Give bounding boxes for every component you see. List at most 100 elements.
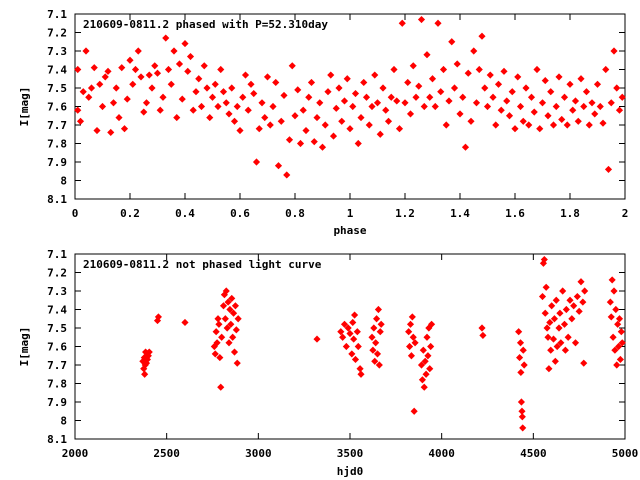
data-point bbox=[318, 143, 327, 151]
data-point bbox=[427, 342, 435, 351]
data-point bbox=[175, 60, 184, 68]
y-tick-label: 7.2 bbox=[47, 27, 67, 40]
data-point bbox=[417, 15, 426, 24]
data-point bbox=[517, 368, 525, 376]
data-point bbox=[313, 335, 321, 343]
y-tick-label: 7.6 bbox=[47, 101, 67, 114]
y-tick-label: 7.1 bbox=[47, 8, 67, 21]
data-point bbox=[420, 102, 428, 111]
data-point bbox=[373, 315, 381, 323]
data-point bbox=[250, 89, 258, 98]
data-point bbox=[581, 287, 589, 295]
data-point bbox=[519, 117, 527, 125]
data-point bbox=[354, 342, 362, 351]
data-point bbox=[561, 346, 569, 354]
data-point bbox=[357, 114, 365, 122]
data-point bbox=[241, 71, 250, 79]
data-point bbox=[145, 71, 153, 79]
unphased-light-curve-panel: 2000 2500 3000 3500 4000 4500 5000 7.1 7.2 7.3 7.4… bbox=[18, 248, 638, 478]
data-point bbox=[434, 19, 442, 27]
data-point bbox=[404, 78, 412, 87]
data-point bbox=[560, 320, 569, 328]
data-point bbox=[379, 84, 387, 92]
x-tick-label: 3000 bbox=[245, 447, 272, 460]
data-point bbox=[556, 309, 564, 317]
data-point bbox=[407, 352, 415, 360]
data-point bbox=[555, 324, 563, 332]
data-point bbox=[408, 313, 416, 321]
data-point bbox=[560, 93, 569, 101]
data-point bbox=[340, 320, 349, 328]
data-point bbox=[134, 47, 142, 55]
data-point bbox=[362, 93, 371, 101]
data-point bbox=[607, 313, 615, 321]
data-point bbox=[96, 80, 104, 88]
x-tick-label: 1 bbox=[347, 207, 354, 220]
y-tick-label: 7.7 bbox=[47, 119, 67, 132]
data-point bbox=[543, 324, 551, 332]
data-point bbox=[233, 102, 241, 111]
data-point bbox=[519, 346, 527, 354]
y-tick-label: 8 bbox=[60, 175, 67, 188]
data-point bbox=[406, 110, 415, 118]
plot-title: 210609-0811.2 not phased light curve bbox=[83, 258, 322, 271]
data-point bbox=[555, 73, 563, 81]
data-point bbox=[224, 298, 232, 306]
x-tick-label: 0.4 bbox=[175, 207, 195, 220]
plot-title: 210609-0811.2 phased with P=52.310day bbox=[83, 18, 328, 31]
data-point bbox=[335, 84, 343, 92]
data-point bbox=[206, 114, 214, 122]
data-point bbox=[516, 339, 525, 347]
x-tick-label: 4500 bbox=[520, 447, 547, 460]
data-point bbox=[143, 355, 151, 364]
data-point bbox=[420, 383, 428, 391]
data-point bbox=[505, 112, 514, 120]
data-point bbox=[181, 40, 189, 48]
data-point bbox=[76, 117, 85, 125]
data-point bbox=[492, 121, 500, 129]
x-tick-label: 1.6 bbox=[505, 207, 525, 220]
data-point bbox=[453, 60, 461, 68]
data-point bbox=[291, 112, 299, 120]
x-tick-label: 2000 bbox=[62, 447, 89, 460]
data-point bbox=[544, 333, 552, 341]
y-tick-label: 7.9 bbox=[47, 156, 67, 169]
data-point bbox=[591, 110, 599, 118]
data-point bbox=[368, 102, 376, 111]
data-point bbox=[508, 88, 516, 96]
y-tick-label: 8.1 bbox=[47, 433, 67, 446]
data-point bbox=[79, 88, 87, 96]
data-point bbox=[274, 162, 283, 170]
data-point bbox=[230, 309, 238, 317]
y-axis-label: I[mag] bbox=[18, 327, 31, 367]
plot-frame bbox=[74, 253, 626, 440]
data-point bbox=[514, 73, 522, 81]
data-point bbox=[608, 276, 616, 284]
data-point bbox=[527, 93, 536, 101]
data-point bbox=[321, 121, 329, 129]
data-point bbox=[614, 320, 622, 328]
data-point bbox=[342, 342, 350, 351]
data-point bbox=[382, 106, 390, 114]
data-point bbox=[344, 324, 352, 332]
data-point bbox=[549, 335, 558, 343]
data-point bbox=[568, 315, 576, 323]
data-point bbox=[516, 102, 525, 111]
data-point bbox=[393, 97, 401, 105]
x-tick-label: 4000 bbox=[428, 447, 455, 460]
data-point bbox=[288, 62, 296, 70]
data-point bbox=[211, 80, 219, 88]
data-point bbox=[547, 88, 555, 96]
data-point bbox=[261, 114, 269, 122]
data-point bbox=[390, 65, 398, 74]
y-tick-label: 7.5 bbox=[47, 322, 67, 335]
data-point bbox=[229, 333, 237, 341]
data-point bbox=[213, 339, 221, 347]
data-point bbox=[368, 333, 376, 341]
x-tick-label: 2500 bbox=[153, 447, 180, 460]
data-point bbox=[479, 331, 487, 339]
data-point bbox=[184, 67, 192, 75]
x-tick-label: 1.8 bbox=[560, 207, 580, 220]
data-point bbox=[126, 56, 134, 64]
data-point bbox=[82, 47, 90, 55]
